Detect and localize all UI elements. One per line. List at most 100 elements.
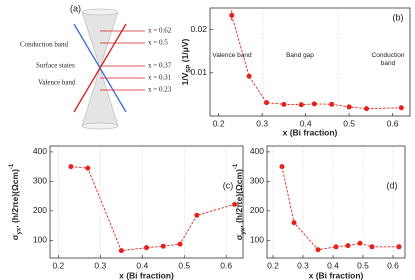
data-point xyxy=(229,12,235,18)
y-axis-label-part: , (h/2πe)(Ωcm) xyxy=(10,169,20,228)
level-label: x = 0.37 xyxy=(148,62,172,70)
annotation-line: Conduction xyxy=(372,52,405,59)
data-point xyxy=(396,244,402,250)
x-tick-label: 0.3 xyxy=(94,260,106,270)
panel-label: (a) xyxy=(70,3,81,13)
data-point xyxy=(246,73,252,79)
y-axis-label: σyx, (h/2πe)(Ωcm)-1 xyxy=(9,163,23,240)
upper-cone xyxy=(81,11,119,69)
data-point xyxy=(311,101,317,107)
lower-cone xyxy=(81,67,119,127)
annotation: Band gap xyxy=(286,52,314,59)
data-point xyxy=(369,244,375,250)
annotation-line: band xyxy=(381,60,396,67)
y-tick-label: 200 xyxy=(33,205,47,215)
data-line xyxy=(281,166,399,251)
annotation-line: Band gap xyxy=(286,52,314,59)
x-tick-label: 0.6 xyxy=(387,260,399,270)
band-label: Valence band xyxy=(38,79,76,87)
y-tick-label: 200 xyxy=(250,205,264,215)
band-line xyxy=(73,23,101,69)
annotation: Valence band xyxy=(212,52,252,59)
data-point xyxy=(160,243,166,249)
x-axis-label: x (Bi fraction) xyxy=(119,270,174,280)
y-axis-label-part: , (h/2πe)(Ωcm) xyxy=(234,169,244,228)
x-axis-label: x (Bi fraction) xyxy=(309,270,364,280)
data-point xyxy=(232,201,238,207)
x-tick-label: 0.6 xyxy=(387,118,399,128)
band-line xyxy=(73,67,101,113)
band-label: Surface states xyxy=(36,62,75,70)
y-axis-label-part: 1/V xyxy=(180,72,190,85)
data-point xyxy=(279,164,285,170)
x-tick-label: 0.5 xyxy=(357,260,369,270)
data-point xyxy=(333,244,339,250)
x-tick-label: 0.4 xyxy=(136,260,148,270)
data-point xyxy=(329,101,335,107)
x-tick-label: 0.6 xyxy=(220,260,232,270)
panel-label: (b) xyxy=(393,12,404,22)
level-label: x = 0.5 xyxy=(148,39,168,47)
data-point xyxy=(194,212,200,218)
y-axis-label-part: -1 xyxy=(9,163,15,169)
x-tick-label: 0.3 xyxy=(297,260,309,270)
data-point xyxy=(298,102,304,108)
plot-frame xyxy=(49,145,244,259)
data-line xyxy=(231,15,402,110)
level-label: x = 0.23 xyxy=(148,86,172,94)
y-tick-label: 400 xyxy=(250,146,264,156)
y-axis-label-part: yx xyxy=(240,227,246,234)
panel-label: (d) xyxy=(387,180,398,190)
y-axis-label-part: yx xyxy=(16,227,22,234)
x-tick-label: 0.3 xyxy=(256,118,268,128)
dirac-diagram: (a) Conduction band Surface states Valen… xyxy=(20,3,172,130)
plot-frame xyxy=(209,7,411,117)
annotation: Conduction band xyxy=(372,52,405,67)
y-tick-label: 100 xyxy=(250,235,264,245)
y-axis-label-part: σ xyxy=(234,234,244,240)
cone-bottom xyxy=(81,122,119,130)
y-axis-label-part: -1 xyxy=(233,163,239,169)
y-axis-label-part: (1/μV) xyxy=(180,38,190,64)
data-point xyxy=(177,241,183,247)
y-tick-label: 100 xyxy=(33,235,47,245)
data-point xyxy=(346,104,352,110)
x-tick-label: 0.4 xyxy=(300,118,312,128)
x-tick-label: 0.2 xyxy=(52,260,64,270)
panel-label: (c) xyxy=(223,180,234,190)
y-axis-label: 1/VSP (1/μV) xyxy=(180,38,192,85)
level-lines xyxy=(100,30,145,91)
data-point xyxy=(68,164,74,170)
data-point xyxy=(345,243,351,249)
y-tick-label: 400 xyxy=(33,146,47,156)
data-point xyxy=(364,106,370,112)
cone-top xyxy=(81,8,119,16)
y-tick-label: 300 xyxy=(250,176,264,186)
x-tick-label: 0.2 xyxy=(213,118,225,128)
level-label: x = 0.62 xyxy=(148,27,172,35)
x-tick-label: 0.5 xyxy=(178,260,190,270)
data-line xyxy=(70,166,235,252)
y-tick-label: 0.02 xyxy=(190,24,207,34)
y-axis-label: σyx, (h/2πe)(Ωcm)-1 xyxy=(233,163,247,240)
x-axis-label: x (Bi fraction) xyxy=(283,127,338,137)
y-tick-label: 0.01 xyxy=(190,67,207,77)
y-axis-label-part: σ xyxy=(10,234,20,240)
data-point xyxy=(291,220,297,226)
band-label: Conduction band xyxy=(20,41,69,49)
plot-frame xyxy=(266,145,406,259)
y-axis-label-part: SP xyxy=(186,65,192,73)
data-point xyxy=(85,165,91,171)
y-tick-label: 300 xyxy=(33,176,47,186)
data-point xyxy=(118,248,124,254)
data-point xyxy=(144,245,149,251)
data-point xyxy=(264,100,270,106)
data-point xyxy=(357,240,363,246)
level-label: x = 0.31 xyxy=(148,74,172,82)
data-point xyxy=(315,247,321,253)
x-tick-label: 0.2 xyxy=(267,260,279,270)
data-point xyxy=(281,101,287,107)
data-point xyxy=(398,105,404,111)
x-tick-label: 0.5 xyxy=(343,118,355,128)
